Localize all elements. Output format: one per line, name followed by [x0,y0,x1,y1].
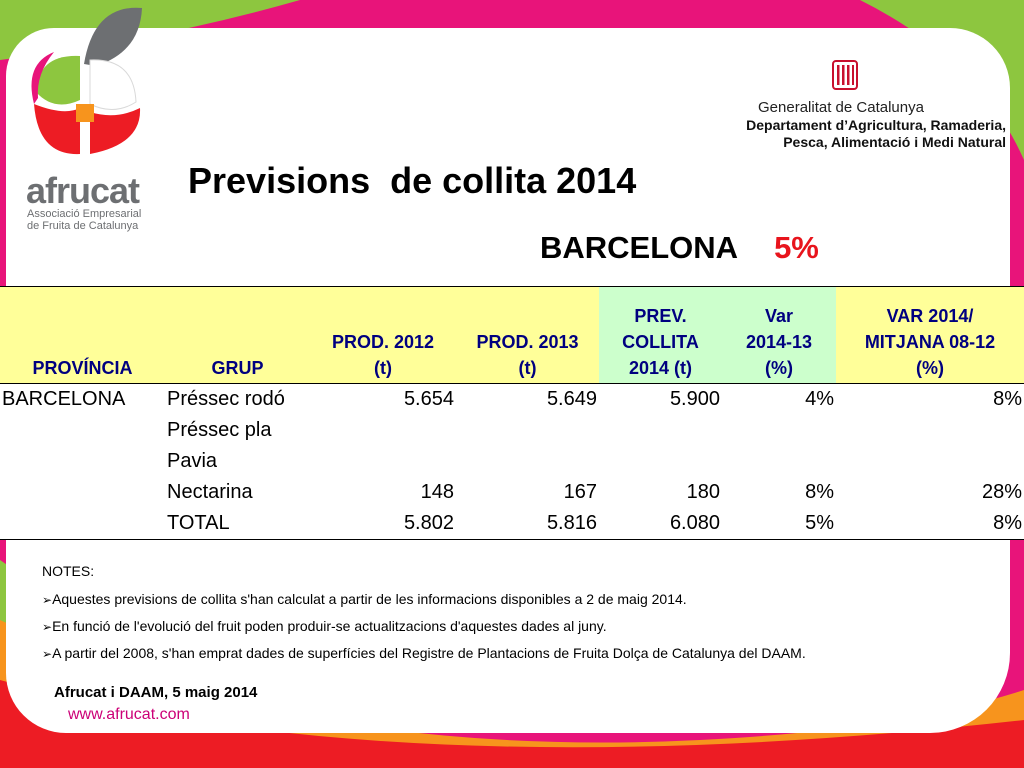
cell-prod2013: 5.649 [546,388,597,410]
cell-grup: Préssec pla [167,419,272,441]
cell-prod2013 [456,415,599,446]
arrow-bullet-icon: ➢ [42,647,53,661]
cell-prod2013 [456,446,599,477]
header-var-mitjana-line2: MITJANA 08-12 [864,332,996,352]
header-var-mitjana: VAR 2014/ MITJANA 08-12 (%) [836,286,1024,384]
cell-prod2012 [310,415,456,446]
cell-var: 8% [805,481,834,503]
cell-prod2013: 167 [563,481,597,503]
logo-subtitle-line2: de Fruita de Catalunya [27,220,139,232]
note-item: ➢En funció de l'evolució del fruit poden… [42,618,806,634]
cell-prod2012 [310,446,456,477]
logo-subtitle-line1: Associació Empresarial [27,208,142,220]
cell-prev2014: 5.900 [669,388,720,410]
arrow-bullet-icon: ➢ [42,593,53,607]
cell-var-mitjana: 8% [993,388,1022,410]
header-prod2012: PROD. 2012 (t) [310,286,456,384]
table-row-total: TOTAL 5.802 5.816 6.080 5% 8% [0,508,1024,540]
page-title: Previsions de collita 2014 [188,160,637,201]
cell-grup: Pavia [167,450,218,472]
note-item: ➢Aquestes previsions de collita s'han ca… [42,591,806,607]
cell-provincia [0,508,165,540]
generalitat-crest-icon [832,60,858,90]
header-prev2014-line2: COLLITA [622,332,699,352]
cell-prev2014: 180 [686,481,720,503]
cell-grup: Nectarina [167,481,253,503]
department-line1: Departament d’Agricultura, Ramaderia, [746,117,1006,133]
table-row: Pavia [0,446,1024,477]
cell-grup: TOTAL [165,508,310,540]
region-name: BARCELONA [540,230,739,265]
department-line2: Pesca, Alimentació i Medi Natural [783,134,1006,150]
cell-provincia: BARCELONA [2,388,126,410]
note-text: A partir del 2008, s'han emprat dades de… [52,645,806,661]
header-prev2014-line3: 2014 (t) [628,358,693,378]
header-prod2012-line1: PROD. 2012 [331,332,435,352]
table-row: Nectarina 148 167 180 8% 28% [0,477,1024,508]
cell-provincia [0,477,165,508]
generalitat-title: Generalitat de Catalunya [758,99,924,116]
arrow-bullet-icon: ➢ [42,620,53,634]
cell-provincia [0,415,165,446]
header-prod2013: PROD. 2013 (t) [456,286,599,384]
notes-section: NOTES: ➢Aquestes previsions de collita s… [42,563,806,672]
header-prod2013-line1: PROD. 2013 [476,332,579,352]
region-subtitle: BARCELONA 5% [540,230,819,266]
cell-var-mitjana [836,446,1024,477]
notes-heading: NOTES: [42,563,95,579]
cell-var-mitjana [836,415,1024,446]
cell-var [722,446,836,477]
cell-prod2012: 148 [420,481,454,503]
header-var-mitjana-line1: VAR 2014/ [886,306,974,326]
afrucat-logo-icon [31,7,142,155]
cell-prev2014: 6.080 [599,508,722,540]
footer-credit: Afrucat i DAAM, 5 maig 2014 [54,684,258,701]
note-text: Aquestes previsions de collita s'han cal… [52,591,687,607]
table-row: BARCELONA Préssec rodó 5.654 5.649 5.900… [0,384,1024,416]
cell-var [722,415,836,446]
header-var-line2: 2014-13 [745,332,813,352]
cell-var: 4% [805,388,834,410]
header-prod2012-line2: (t) [374,358,392,378]
header-prod2013-line2: (t) [518,358,537,378]
header-var-line3: (%) [765,358,793,378]
header-grup: GRUP [165,286,310,384]
cell-prev2014 [599,446,722,477]
cell-prod2012: 5.802 [310,508,456,540]
table-row: Préssec pla [0,415,1024,446]
cell-provincia [0,446,165,477]
header-provincia: PROVÍNCIA [0,286,165,384]
note-item: ➢A partir del 2008, s'han emprat dades d… [42,645,806,661]
website-link[interactable]: www.afrucat.com [68,706,190,723]
header-prev2014-line1: PREV. [634,306,687,326]
cell-prod2012: 5.654 [403,388,454,410]
header-var-line1: Var [764,306,794,326]
table-header-row: PROVÍNCIA GRUP PROD. 2012 (t) PROD. 2013… [0,286,1024,384]
logo-name: afrucat [26,170,140,211]
harvest-table: PROVÍNCIA GRUP PROD. 2012 (t) PROD. 2013… [0,286,1024,540]
header-prev2014: PREV. COLLITA 2014 (t) [599,286,722,384]
logo-subtitle: Associació Empresarial de Fruita de Cata… [27,208,167,232]
cell-grup: Préssec rodó [167,388,285,410]
header-var-mitjana-line3: (%) [916,358,944,378]
header-var: Var 2014-13 (%) [722,286,836,384]
note-text: En funció de l'evolució del fruit poden … [52,618,607,634]
cell-var-mitjana: 8% [836,508,1024,540]
cell-var: 5% [722,508,836,540]
cell-var-mitjana: 28% [981,481,1022,503]
cell-prev2014 [599,415,722,446]
region-percent: 5% [774,230,819,265]
department-name: Departament d’Agricultura, Ramaderia, Pe… [746,117,1006,151]
cell-prod2013: 5.816 [456,508,599,540]
